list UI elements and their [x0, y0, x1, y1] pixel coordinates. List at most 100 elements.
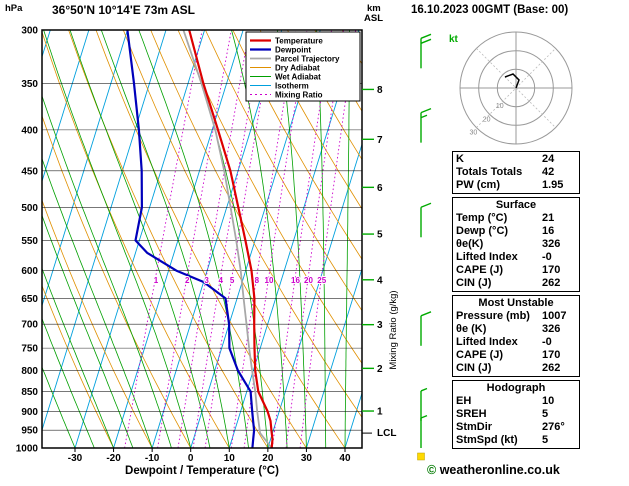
table-section-title: Hodograph: [486, 382, 546, 394]
hodograph: 10 20 30: [459, 31, 573, 145]
temperature-tick-label: 10: [224, 453, 236, 464]
legend-item-label: Dry Adiabat: [275, 64, 320, 73]
table-hodograph: Hodograph EH 10 SREH 5 StmDir 276° StmSpd (kt) 5: [452, 380, 580, 449]
altitude-tick-label: 2: [377, 364, 383, 375]
mixing-ratio-value-label: 20: [304, 276, 313, 285]
wet-adiabat-line: [42, 366, 76, 448]
dry-adiabat-line: [259, 30, 362, 210]
pressure-tick-label: 900: [21, 407, 38, 418]
table-row-value: 326: [542, 323, 561, 335]
hodograph-ring-label: 20: [483, 116, 491, 123]
isotherm-lines: [42, 30, 362, 448]
wind-barb-half-tick: [420, 387, 428, 392]
table-row-label: Temp (°C): [456, 212, 508, 224]
table-row-value: 1.95: [542, 179, 564, 191]
dry-adiabat-line: [287, 30, 362, 161]
table-row-value: 5: [542, 408, 549, 420]
table-indices: K 24 Totals Totals 42 PW (cm) 1.95: [452, 151, 580, 194]
mixing-ratio-value-label: 1: [154, 276, 159, 285]
mixing-ratio-value-label: 8: [255, 276, 260, 285]
table-row: PW (cm) 1.95: [456, 179, 576, 192]
chart-labels: hPa 36°50'N 10°14'E 73m ASL km ASL Dewpo…: [5, 3, 459, 477]
chart-title: 36°50'N 10°14'E 73m ASL: [52, 3, 195, 17]
isotherm-line: [42, 30, 167, 432]
isotherm-line: [74, 30, 206, 448]
table-row: Lifted Index -0: [456, 251, 576, 264]
pressure-tick-label: 1000: [16, 444, 39, 455]
temperature-tick-label: -10: [145, 453, 160, 464]
altitude-tick-label: 5: [377, 230, 383, 241]
table-row-label: CIN (J): [456, 277, 492, 289]
isotherm-line: [42, 30, 90, 183]
mixing-ratio-value-label: 3: [204, 276, 209, 285]
plot-border: [41, 29, 363, 449]
table-row-value: -0: [542, 251, 552, 263]
table-row-value: 170: [542, 264, 561, 276]
mixing-ratio-value-label: 5: [230, 276, 235, 285]
table-row-value: 16: [542, 225, 555, 237]
pressure-tick-label: 600: [21, 266, 38, 277]
pressure-tick-label: 700: [21, 320, 38, 331]
legend-item-label: Wet Adiabat: [275, 73, 321, 82]
table-row: CIN (J) 262: [456, 277, 576, 290]
table-most-unstable: Most Unstable Pressure (mb) 1007 θe (K) 326 L…: [452, 295, 580, 377]
table-row-label: CAPE (J): [456, 349, 504, 361]
wind-barb-full-tick: [420, 311, 432, 317]
datetime-header: 16.10.2023 00GMT (Base: 00): [411, 4, 569, 16]
wind-barb-half-tick: [420, 114, 428, 119]
chart-root: 3003504004505005506006507007508008509009…: [16, 26, 573, 464]
legend-item-label: Parcel Trajectory: [275, 55, 340, 64]
skewt-field: [42, 30, 362, 448]
x-axis-label: Dewpoint / Temperature (°C): [125, 465, 279, 477]
table-row: StmDir 276°: [456, 421, 576, 434]
dewpoint-curve: [126, 30, 256, 448]
table-row-value: 170: [542, 349, 561, 361]
pressure-tick-labels: 300 350 400 450 500 550 600 650 700 750 800 850 900 9…: [16, 26, 39, 455]
altitude-tick-label: 3: [377, 320, 383, 331]
table-row: EH 10: [456, 395, 576, 408]
altitude-unit-label-asl: ASL: [364, 13, 383, 24]
table-row-label: Lifted Index: [456, 251, 518, 263]
legend-item-label: Isotherm: [275, 82, 309, 91]
temperature-tick-label: 30: [301, 453, 313, 464]
mixing-ratio-value-label: 25: [317, 276, 326, 285]
dry-adiabat-line: [232, 30, 362, 260]
altitude-tick-label: 8: [377, 85, 383, 96]
wet-adiabat-line: [42, 214, 134, 448]
table-row-value: 276°: [542, 421, 565, 433]
table-row: θe (K) 326: [456, 323, 576, 336]
table-row-label: Totals Totals: [456, 166, 523, 178]
hodograph-ring-label: 10: [496, 103, 504, 110]
pressure-tick-label: 650: [21, 294, 38, 305]
isotherm-line: [305, 267, 362, 448]
pressure-tick-label: 750: [21, 344, 38, 355]
table-row-value: 1007: [542, 310, 567, 322]
table-row: K 24: [456, 153, 576, 166]
altitude-tick-label: 4: [377, 275, 383, 286]
isotherm-line: [42, 30, 128, 308]
pressure-tick-label: 850: [21, 387, 38, 398]
pressure-tick-label: 950: [21, 426, 38, 437]
legend-item-label: Temperature: [275, 37, 323, 46]
table-row: Totals Totals 42: [456, 166, 576, 179]
wind-barb-full-tick: [420, 202, 432, 208]
altitude-unit-label-km: km: [367, 3, 381, 14]
pressure-tick-label: 450: [21, 166, 38, 177]
copyright: © weatheronline.co.uk: [427, 463, 560, 477]
table-row: Dewp (°C) 16: [456, 225, 576, 238]
hodograph-trace: [504, 73, 520, 89]
wet-adiabat-line: [42, 317, 95, 448]
altitude-tick-label: 1: [377, 407, 383, 418]
table-row: SREH 5: [456, 408, 576, 421]
table-row-label: StmSpd (kt): [456, 434, 518, 446]
table-row-value: 262: [542, 277, 561, 289]
altitude-tick-label: 6: [377, 183, 383, 194]
table-section-title: Most Unstable: [478, 297, 554, 309]
hodograph-unit-label: kt: [449, 34, 459, 45]
table-row: Lifted Index -0: [456, 336, 576, 349]
table-row-value: 42: [542, 166, 555, 178]
indices-tables: K 24 Totals Totals 42 PW (cm) 1.95 Surface Temp…: [452, 151, 580, 449]
table-row-label: StmDir: [456, 421, 493, 433]
table-row-value: 262: [542, 362, 561, 374]
